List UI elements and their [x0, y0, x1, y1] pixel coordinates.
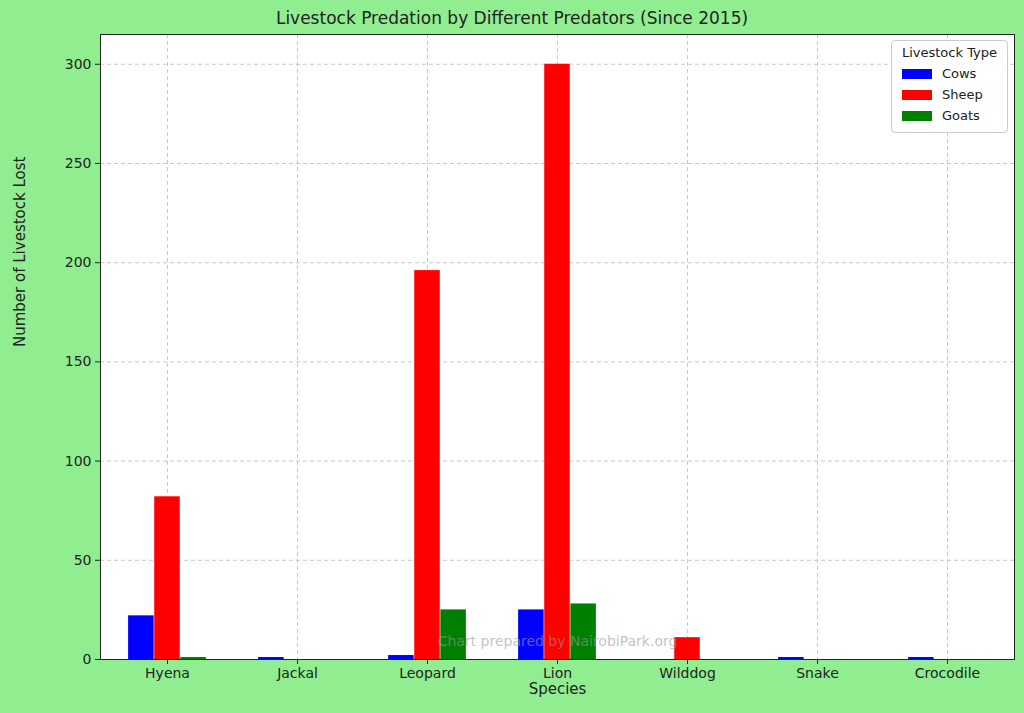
svg-text:Wilddog: Wilddog	[659, 665, 716, 681]
html-text:Livestock Predation by Differe: Livestock Predation by Different Predato…	[275, 8, 749, 28]
svg-text:200: 200	[65, 254, 92, 270]
svg-text:Species: Species	[529, 680, 587, 698]
svg-text:150: 150	[65, 353, 92, 369]
html-text:Sheep: Sheep	[942, 87, 983, 102]
svg-text:Chart prepared by NairobiPark.: Chart prepared by NairobiPark.org	[438, 633, 678, 649]
svg-text:Number of Livestock Lost: Number of Livestock Lost	[11, 156, 29, 347]
svg-text:Lion: Lion	[542, 665, 573, 682]
svg-text:Snake: Snake	[796, 665, 839, 681]
svg-text:Leopard: Leopard	[399, 665, 456, 681]
svg-text:0: 0	[83, 651, 92, 667]
html-text:Cows: Cows	[942, 66, 977, 81]
svg-text:Crocodile: Crocodile	[915, 665, 980, 681]
svg-text:Hyena: Hyena	[145, 665, 190, 681]
svg-text:250: 250	[65, 155, 92, 171]
svg-text:100: 100	[65, 453, 92, 469]
html-text:Goats: Goats	[942, 108, 980, 123]
svg-text:300: 300	[65, 56, 92, 72]
svg-text:50: 50	[74, 552, 92, 568]
svg-text:Jackal: Jackal	[276, 665, 318, 681]
html-text:Livestock Type: Livestock Type	[902, 45, 997, 60]
